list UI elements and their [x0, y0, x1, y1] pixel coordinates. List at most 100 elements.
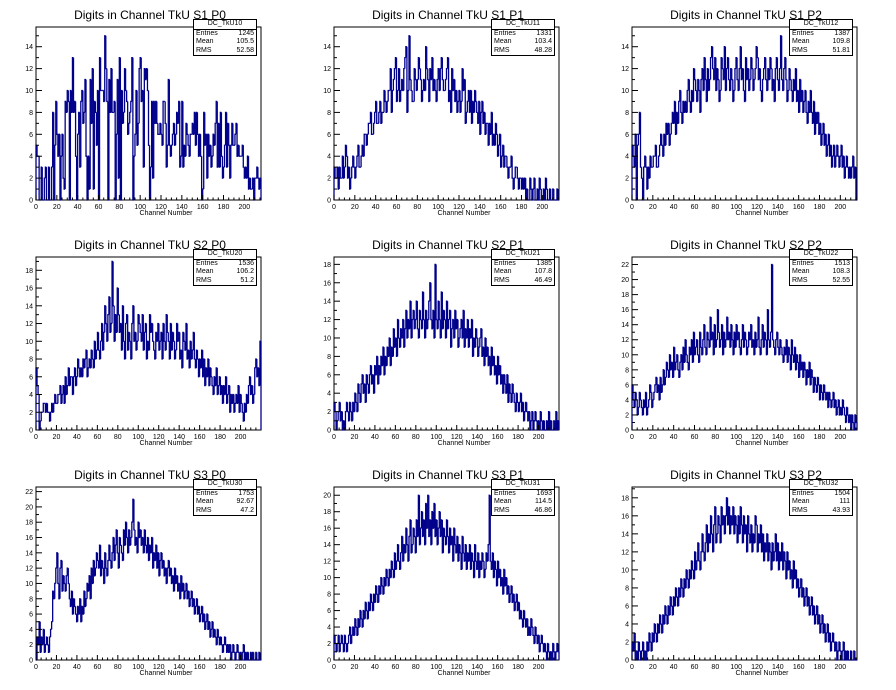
histogram-bin — [476, 101, 478, 114]
histogram-bin — [343, 634, 346, 652]
histogram-bin — [767, 533, 769, 562]
histogram-bin — [378, 111, 380, 124]
histogram-bin — [384, 90, 387, 103]
histogram-bin — [694, 346, 697, 355]
histogram-bin — [684, 339, 687, 363]
histogram-bin — [397, 544, 400, 562]
histogram-bin — [484, 568, 487, 578]
histogram-bin — [48, 167, 51, 201]
histogram-bin — [680, 90, 682, 114]
histogram-bin — [347, 634, 350, 644]
y-tick-label: 14 — [323, 44, 331, 51]
y-tick-label: 4 — [29, 154, 33, 161]
histogram-bin — [414, 68, 417, 81]
y-tick-label: 6 — [327, 372, 331, 379]
histogram-bin — [434, 263, 437, 338]
histogram-bin — [709, 57, 712, 80]
histogram-bin — [662, 369, 665, 385]
histogram-bin — [761, 78, 764, 102]
histogram-bin — [336, 420, 339, 430]
histogram-bin — [476, 328, 478, 339]
histogram-bin — [690, 339, 693, 355]
y-tick-label: 8 — [327, 592, 331, 599]
histogram-bin — [50, 621, 53, 630]
histogram-bin — [381, 577, 383, 587]
histogram-bin — [444, 319, 447, 339]
histogram-bin — [535, 627, 538, 636]
histogram-bin — [241, 651, 244, 660]
histogram-bin — [710, 515, 713, 535]
y-tick-label: 2 — [625, 176, 629, 183]
histogram-bin — [740, 339, 743, 355]
histogram-bin — [658, 144, 661, 157]
histogram-bin — [46, 403, 49, 413]
stats-row-entries: Entries 1693 — [492, 490, 554, 499]
histogram-bin — [427, 494, 429, 529]
histogram-bin — [375, 365, 377, 376]
histogram-bin — [734, 67, 737, 91]
histogram-bin — [49, 411, 52, 422]
histogram-bin — [655, 145, 658, 168]
histogram-bin — [535, 411, 538, 422]
histogram-bin — [534, 178, 537, 201]
histogram-bin — [779, 339, 781, 355]
histogram-bin — [769, 542, 772, 553]
y-tick-label: 6 — [29, 374, 33, 381]
x-tick-label: 140 — [772, 204, 784, 211]
histogram-bin — [721, 57, 724, 70]
histogram-bin — [409, 35, 412, 81]
histogram-bin — [670, 361, 673, 370]
histogram-bin — [666, 362, 669, 371]
stats-box: DC_TkU11 Entries 1331 Mean 103.4 RMS 48.28 — [491, 19, 555, 56]
stats-value: 46.49 — [534, 276, 552, 284]
x-axis-label: Channel Number — [139, 440, 193, 447]
histogram-bin — [223, 636, 226, 645]
histogram-bin — [370, 594, 373, 603]
x-tick-label: 80 — [413, 204, 421, 211]
y-tick-label: 14 — [25, 303, 33, 310]
histogram-bin — [175, 575, 178, 584]
y-tick-label: 18 — [323, 509, 331, 516]
histogram-bin — [487, 544, 490, 562]
histogram-bin — [841, 650, 844, 660]
histogram-bin — [153, 341, 155, 351]
histogram-bin — [814, 377, 817, 386]
histogram-bin — [648, 399, 650, 408]
x-tick-label: 140 — [173, 434, 185, 441]
histogram-bin — [439, 319, 442, 339]
histogram-bin — [224, 637, 227, 646]
y-tick-label: 12 — [25, 66, 33, 73]
histogram-bin — [417, 328, 420, 339]
histogram-bin — [66, 384, 69, 395]
histogram-bin — [197, 605, 200, 615]
histogram-bin — [677, 354, 679, 371]
histogram-bin — [420, 511, 423, 529]
y-tick-label: 12 — [621, 549, 629, 556]
x-tick-label: 80 — [412, 664, 420, 671]
y-tick-label: 10 — [25, 581, 33, 588]
histogram-bin — [778, 67, 781, 91]
histogram-bin — [157, 123, 159, 135]
x-tick-label: 180 — [512, 664, 524, 671]
stats-row-rms: RMS 51.2 — [194, 277, 256, 286]
histogram-bin — [787, 89, 790, 102]
histogram-bin — [174, 349, 177, 360]
histogram-bin — [456, 535, 458, 553]
histogram-bin — [734, 332, 737, 348]
histogram-bin — [334, 167, 337, 179]
histogram-bin — [640, 167, 643, 179]
stats-value: 1385 — [536, 259, 552, 267]
histogram-bin — [654, 623, 657, 634]
histogram-bin — [783, 67, 785, 91]
histogram-bin — [74, 101, 77, 157]
histogram-bin — [393, 67, 396, 80]
histogram-bin — [661, 384, 664, 393]
histogram-bin — [54, 582, 56, 599]
x-tick-label: 40 — [371, 664, 379, 671]
histogram-bin — [669, 133, 672, 146]
histogram-bin — [512, 593, 515, 603]
histogram-bin — [508, 585, 511, 603]
histogram-bin — [378, 585, 380, 603]
histogram-plot: 0 20 40 60 80 100 120 140 160 180 200 0 2 4 6 8 10 12 14 — [621, 26, 858, 211]
y-tick-label: 14 — [25, 44, 33, 51]
